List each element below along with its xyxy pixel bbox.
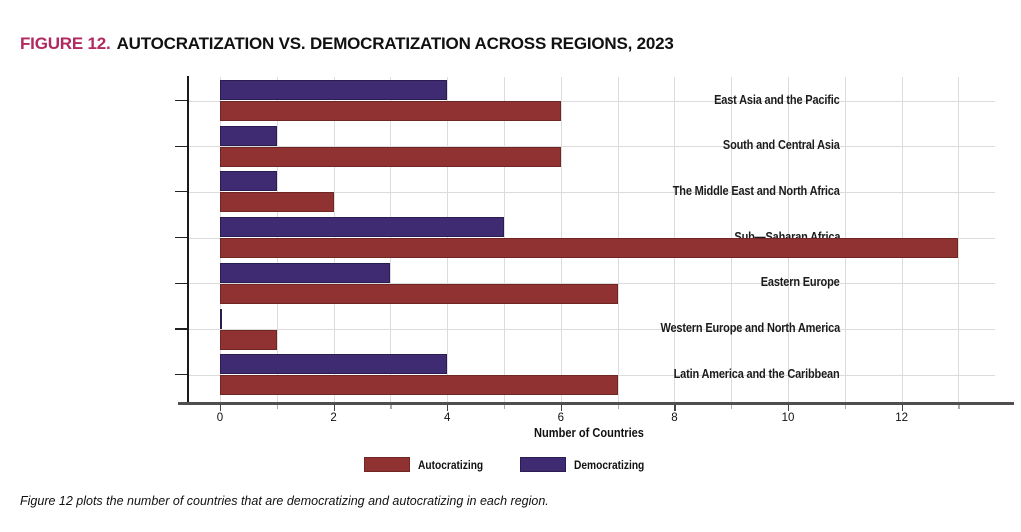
bar-democratizing — [220, 262, 391, 283]
x-minor-tick — [390, 405, 392, 409]
y-tick — [175, 145, 187, 147]
y-tick — [175, 191, 187, 193]
x-minor-tick — [276, 405, 278, 409]
y-tick — [175, 99, 187, 102]
legend-item: Autocratizing — [363, 457, 495, 472]
x-tick-label: 2 — [330, 412, 337, 424]
y-tick — [175, 328, 187, 330]
x-minor-tick — [731, 405, 733, 409]
x-major-tick — [447, 405, 449, 411]
figure-caption: Figure 12 plots the number of countries … — [20, 494, 549, 508]
bar-democratizing — [220, 125, 277, 146]
chart-legend: Autocratizing Democratizing — [0, 457, 1021, 472]
x-major-tick — [674, 405, 676, 411]
bar-autocratizing — [220, 101, 561, 121]
region-label: East Asia and the Pacific — [714, 92, 841, 107]
x-axis-title: Number of Countries — [534, 425, 645, 440]
bar-democratizing — [220, 308, 222, 329]
x-axis-line — [178, 402, 1014, 405]
bar-democratizing — [220, 171, 277, 192]
horizontal-gridline — [187, 329, 995, 330]
horizontal-gridline — [187, 146, 995, 148]
x-major-tick — [788, 405, 790, 411]
x-tick-label: 4 — [443, 412, 451, 424]
region-label: Latin America and the Caribbean — [674, 366, 840, 381]
x-minor-tick — [504, 405, 506, 409]
region-label: Western Europe and North America — [660, 321, 840, 335]
x-major-tick — [333, 405, 335, 411]
y-tick — [175, 237, 187, 239]
bar-autocratizing — [220, 192, 334, 213]
legend-swatch-autocratizing — [363, 457, 410, 472]
bar-autocratizing — [220, 375, 618, 396]
x-major-tick — [901, 405, 903, 411]
bar-democratizing — [220, 80, 448, 100]
x-major-tick — [220, 405, 222, 411]
x-tick-label: 12 — [895, 412, 908, 424]
legend-item: Democratizing — [520, 457, 657, 472]
legend-label: Autocratizing — [417, 457, 483, 472]
region-label: The Middle East and North Africa — [673, 183, 840, 198]
y-tick — [175, 282, 187, 284]
horizontal-gridline — [187, 191, 995, 193]
figure-title-text: AUTOCRATIZATION VS. DEMOCRATIZATION ACRO… — [116, 34, 674, 53]
x-tick-label: 10 — [781, 412, 795, 424]
figure-number: FIGURE 12. — [20, 34, 111, 53]
bar-autocratizing — [220, 146, 561, 167]
horizontal-gridline — [187, 100, 995, 102]
y-axis-spine — [187, 76, 189, 405]
x-tick-label: 6 — [557, 412, 564, 424]
x-tick-label: 0 — [216, 412, 224, 424]
bar-democratizing — [220, 354, 448, 375]
legend-swatch-democratizing — [520, 457, 567, 472]
x-tick-label: 8 — [671, 412, 678, 424]
bar-autocratizing — [220, 283, 618, 304]
figure-title: FIGURE 12. AUTOCRATIZATION VS. DEMOCRATIZ… — [20, 34, 674, 54]
vertical-gridline — [958, 77, 960, 402]
x-major-tick — [560, 405, 562, 411]
x-minor-tick — [958, 405, 960, 409]
x-minor-tick — [617, 405, 619, 409]
bar-autocratizing — [220, 238, 959, 259]
bar-autocratizing — [220, 329, 277, 350]
y-tick — [175, 374, 187, 376]
legend-label: Democratizing — [574, 457, 645, 472]
region-label: Eastern Europe — [761, 275, 840, 290]
bar-democratizing — [220, 217, 504, 238]
x-minor-tick — [844, 405, 846, 409]
region-label: South and Central Asia — [723, 138, 840, 153]
